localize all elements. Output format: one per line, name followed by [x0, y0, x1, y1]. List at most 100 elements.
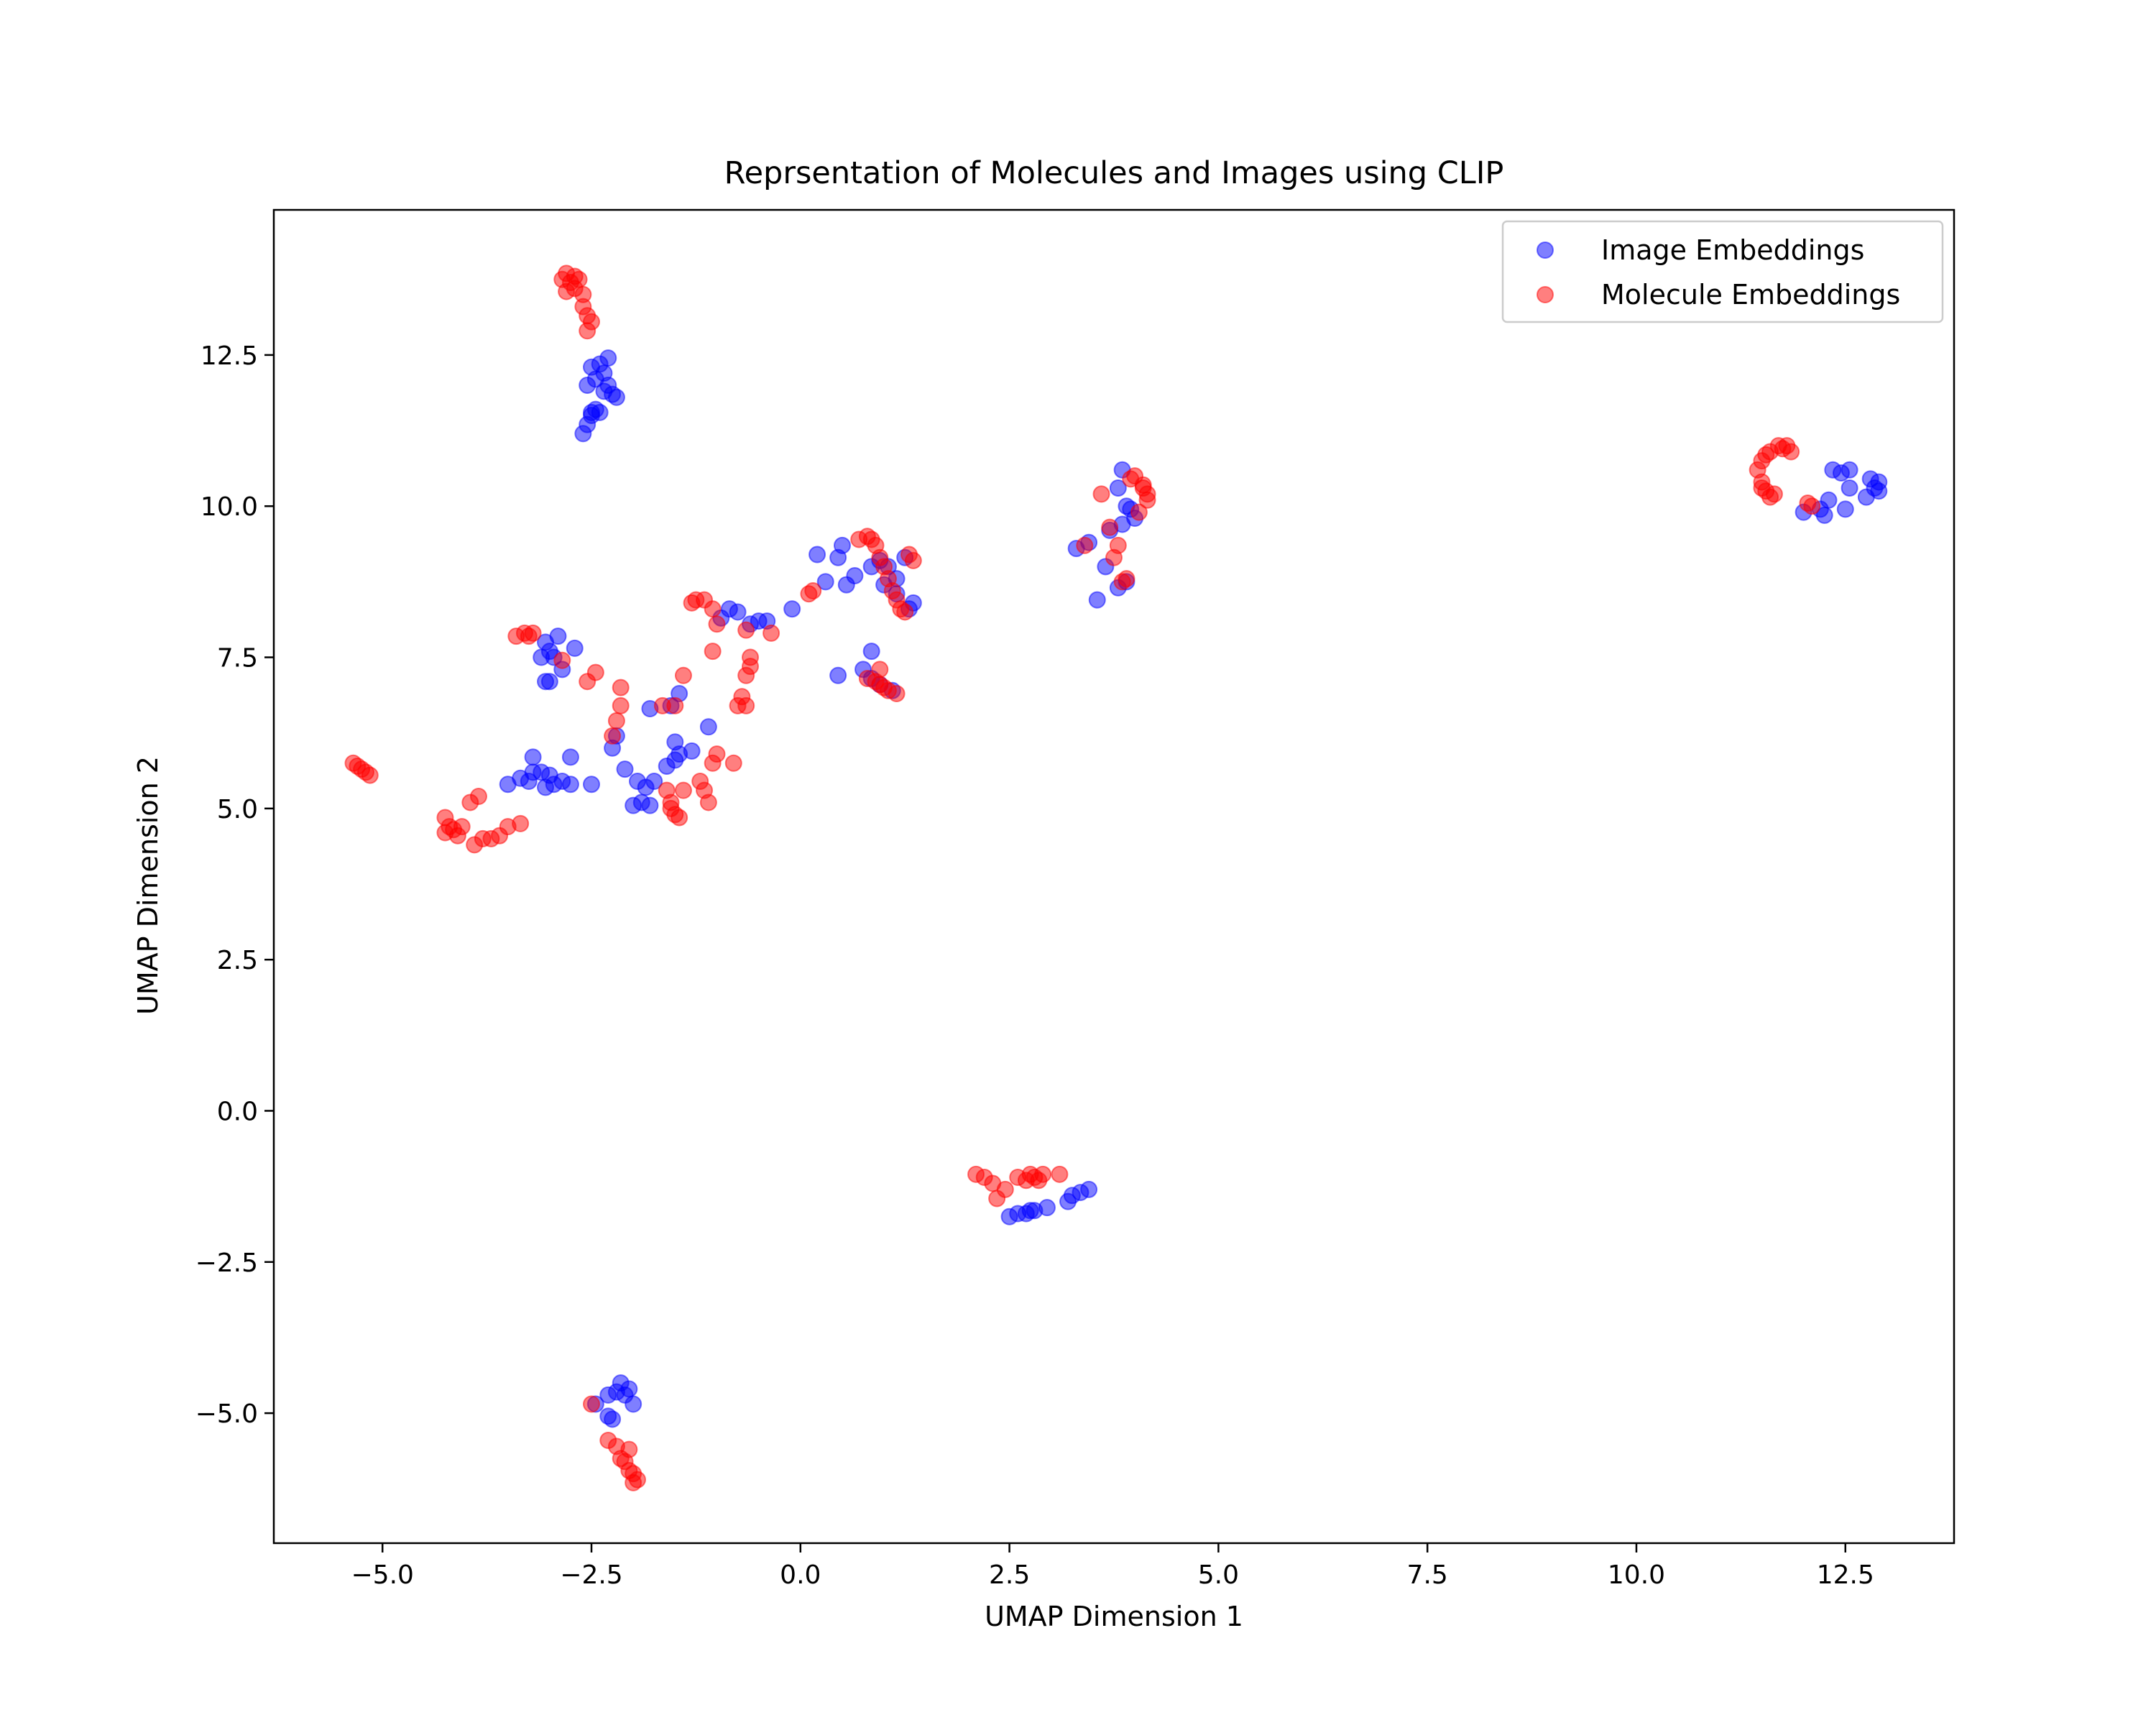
data-point — [612, 696, 630, 714]
legend-box — [1501, 220, 1944, 323]
data-point — [783, 600, 801, 618]
data-point — [625, 796, 642, 814]
data-point — [607, 712, 625, 730]
data-point — [1803, 497, 1821, 515]
y-tick-label: 5.0 — [217, 795, 258, 824]
data-point — [537, 778, 555, 796]
data-point — [1782, 443, 1800, 461]
data-point — [1109, 479, 1127, 497]
x-tick-label: −5.0 — [351, 1560, 414, 1590]
data-point — [453, 818, 471, 836]
y-tick-label: 7.5 — [217, 644, 258, 673]
data-point — [1109, 536, 1127, 554]
data-point — [583, 403, 601, 421]
data-point — [1030, 1172, 1048, 1190]
y-tick-label: 2.5 — [217, 946, 258, 975]
data-point — [579, 322, 596, 340]
x-axis: −5.0 −2.5 0.0 2.5 5.0 7.5 10.0 12.5 — [351, 1543, 1874, 1590]
data-point — [674, 781, 692, 799]
data-point — [704, 600, 722, 618]
data-point — [1038, 1199, 1056, 1217]
series-1 — [344, 264, 1821, 1491]
data-point — [549, 627, 567, 645]
legend-marker — [1537, 242, 1554, 259]
data-point — [1118, 570, 1135, 588]
legend-marker — [1537, 286, 1554, 303]
data-point — [904, 551, 922, 569]
x-tick-label: 2.5 — [989, 1560, 1030, 1590]
data-point — [604, 727, 622, 745]
data-point — [1841, 461, 1858, 479]
data-point — [553, 651, 571, 669]
data-point — [833, 536, 851, 554]
data-point — [586, 663, 604, 681]
data-point — [625, 1395, 642, 1413]
data-point — [804, 582, 822, 599]
x-axis-label: UMAP Dimension 1 — [985, 1601, 1243, 1632]
data-point — [599, 376, 617, 394]
x-tick-label: 12.5 — [1817, 1560, 1874, 1590]
legend: Image Embeddings Molecule Embeddings — [1501, 220, 1944, 323]
data-point — [896, 603, 914, 621]
data-point — [612, 678, 630, 696]
data-point — [361, 766, 379, 784]
data-point — [469, 788, 487, 806]
data-point — [871, 661, 889, 678]
y-tick-label: −5.0 — [195, 1399, 258, 1429]
legend-label: Image Embeddings — [1601, 234, 1864, 266]
data-point — [566, 639, 584, 657]
data-point — [737, 621, 755, 639]
data-point — [666, 696, 684, 714]
data-point — [829, 666, 847, 684]
data-point — [583, 776, 601, 794]
data-point — [699, 718, 717, 736]
data-point — [699, 794, 717, 811]
data-point — [708, 615, 726, 633]
data-point — [674, 666, 692, 684]
data-point — [683, 742, 701, 760]
y-tick-label: −2.5 — [195, 1248, 258, 1278]
data-point — [1820, 491, 1838, 509]
data-point — [1870, 482, 1888, 500]
data-point — [561, 748, 579, 766]
data-point — [1130, 503, 1148, 521]
series-0 — [499, 349, 1888, 1428]
data-point — [1765, 485, 1783, 503]
data-point — [808, 546, 826, 564]
data-points — [344, 264, 1888, 1491]
y-tick-label: 10.0 — [201, 492, 258, 522]
data-point — [620, 1380, 638, 1398]
data-point — [645, 773, 663, 790]
x-tick-label: 5.0 — [1198, 1560, 1239, 1590]
data-point — [607, 388, 625, 406]
data-point — [620, 1440, 638, 1458]
data-point — [537, 673, 555, 691]
data-point — [599, 1407, 617, 1425]
data-point — [1080, 1180, 1098, 1198]
data-point — [616, 760, 634, 778]
data-point — [1836, 500, 1854, 518]
data-point — [708, 745, 726, 763]
data-point — [1088, 591, 1106, 609]
data-point — [662, 799, 680, 817]
data-point — [1076, 536, 1094, 554]
data-point — [1134, 479, 1152, 497]
chart-title: Reprsentation of Molecules and Images us… — [724, 155, 1504, 191]
data-point — [1841, 479, 1858, 497]
data-point — [1092, 485, 1110, 503]
data-point — [566, 280, 584, 298]
data-point — [625, 1473, 642, 1491]
plot-frame — [272, 208, 1955, 1545]
x-tick-label: 7.5 — [1407, 1560, 1448, 1590]
data-point — [742, 648, 760, 666]
y-axis: −5.0 −2.5 0.0 2.5 5.0 7.5 10.0 12.5 — [195, 341, 274, 1429]
data-point — [524, 748, 542, 766]
data-point — [729, 603, 747, 621]
data-point — [724, 754, 742, 772]
data-point — [704, 643, 722, 661]
data-point — [1101, 518, 1119, 536]
x-tick-label: 0.0 — [780, 1560, 821, 1590]
data-point — [888, 685, 906, 703]
